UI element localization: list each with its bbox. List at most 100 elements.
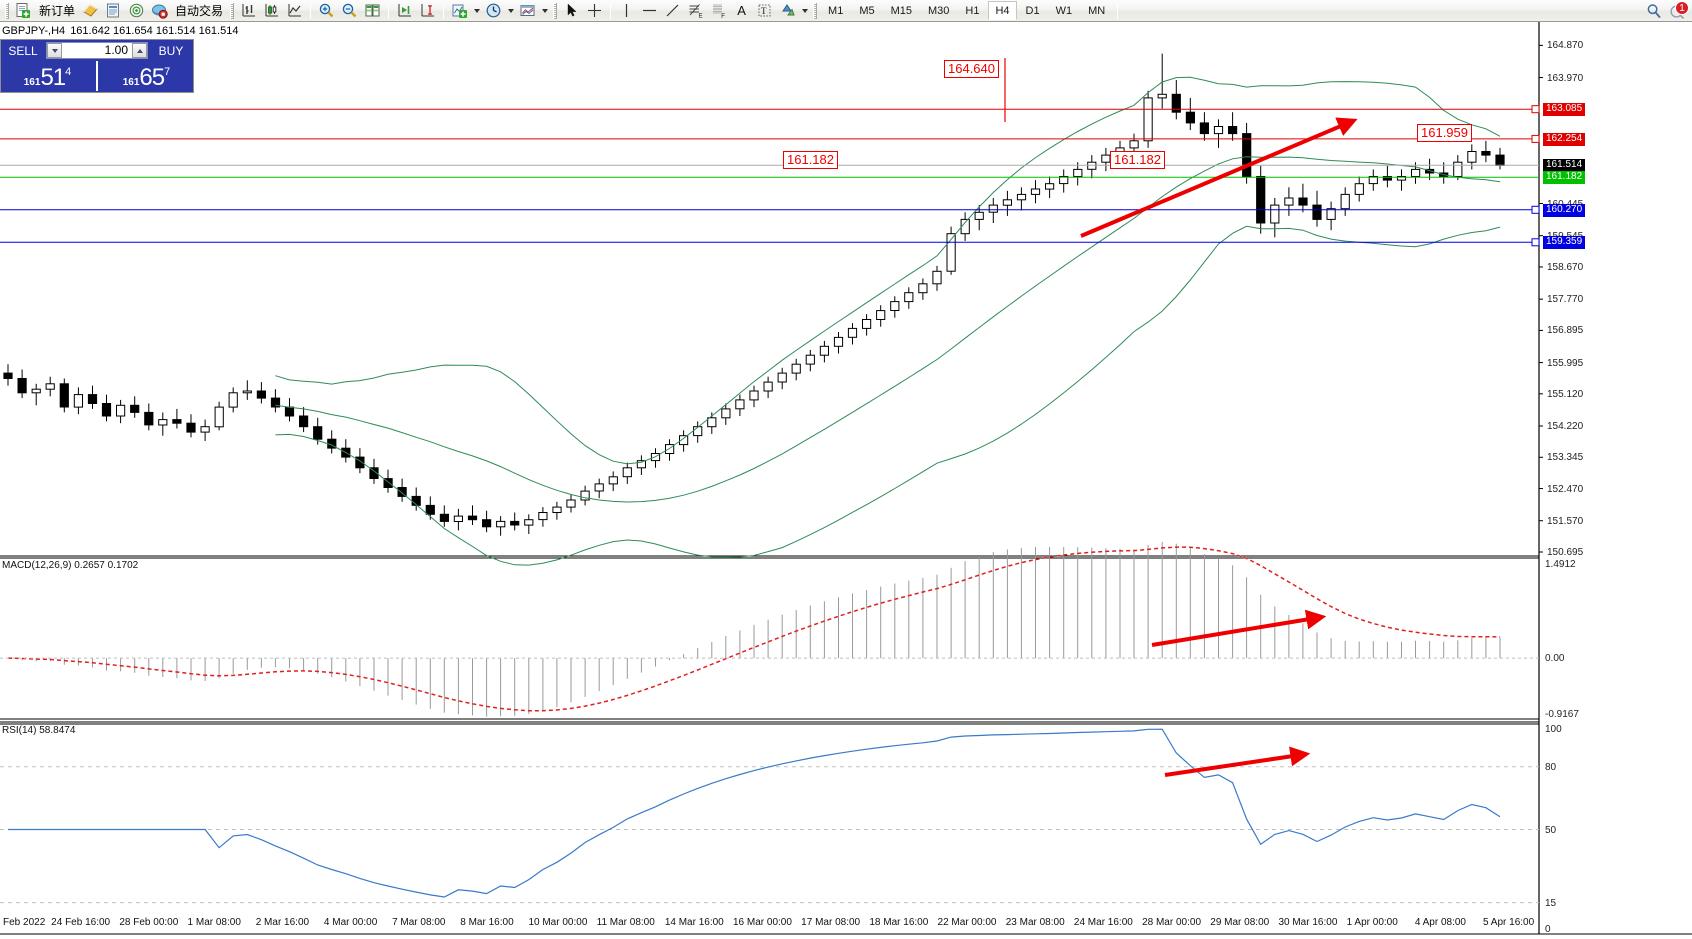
auto-scroll-icon[interactable]: [417, 1, 438, 21]
alerts-icon[interactable]: 1: [1667, 0, 1689, 21]
cursor-icon[interactable]: [561, 1, 582, 21]
time-tick-18: 29 Mar 08:00: [1210, 917, 1270, 928]
symbol-name: GBPJPY-,H4: [2, 25, 66, 37]
price-tick-155-120: 155.120: [1547, 388, 1584, 400]
buy-price-display[interactable]: 161 65 7: [99, 61, 193, 91]
tile-windows-icon[interactable]: [362, 1, 383, 21]
time-tick-16: 24 Mar 16:00: [1073, 917, 1133, 928]
sell-price-prefix: 161: [23, 77, 41, 88]
indicators-icon[interactable]: [449, 1, 470, 21]
time-tick-1: 24 Feb 16:00: [51, 917, 111, 928]
timeframe-m5[interactable]: M5: [859, 4, 875, 17]
price-tag-160-270[interactable]: 160.270: [1543, 203, 1586, 217]
rsi-tick-0: 100: [1545, 724, 1562, 735]
price-tag-163-085[interactable]: 163.085: [1543, 103, 1586, 117]
chart-area[interactable]: GBPJPY-,H4 161.642 161.654 161.514 161.51…: [0, 22, 1692, 939]
period-icon[interactable]: [483, 1, 504, 21]
new-order-label[interactable]: 新订单: [39, 3, 76, 18]
timeframe-h4[interactable]: H4: [988, 1, 1017, 20]
timeframe-m30[interactable]: M30: [928, 4, 950, 17]
data-window-icon[interactable]: [103, 1, 124, 21]
vertical-line-icon[interactable]: [616, 1, 637, 21]
price-annotation-0[interactable]: 164.640: [944, 60, 999, 78]
price-tag-161-182[interactable]: 161.182: [1543, 171, 1586, 185]
new-order-icon[interactable]: [13, 1, 34, 21]
trend-arrow-rsi[interactable]: [1164, 746, 1311, 777]
time-tick-2: 28 Feb 00:00: [119, 917, 179, 928]
buy-price-prefix: 161: [122, 77, 140, 88]
macd-tick-1: 0.00: [1545, 653, 1565, 665]
indicators-dropdown-icon[interactable]: [471, 1, 482, 21]
toolbar-grip[interactable]: [5, 2, 9, 19]
fibo-fan-icon[interactable]: F: [708, 1, 729, 21]
search-icon[interactable]: [1643, 1, 1665, 21]
sell-price-fraction: 4: [65, 66, 72, 78]
toolbar-grip-2[interactable]: [230, 2, 235, 19]
timeframe-m1[interactable]: M1: [828, 4, 844, 17]
volume-stepper[interactable]: 1.00: [46, 42, 148, 59]
rsi-tick-4: 0: [1545, 924, 1551, 935]
volume-input[interactable]: 1.00: [62, 43, 132, 58]
crosshair-icon[interactable]: [584, 1, 605, 21]
fibo-retracement-icon[interactable]: E: [685, 1, 706, 21]
rsi-tick-1: 80: [1545, 761, 1557, 773]
trend-arrow-price[interactable]: [1080, 117, 1358, 238]
price-tag-159-359[interactable]: 159.359: [1543, 236, 1586, 250]
zoom-in-icon[interactable]: [316, 1, 337, 21]
price-tag-161-514[interactable]: 161.514: [1543, 159, 1586, 173]
toolbar-separator-2: [388, 2, 390, 19]
zoom-out-icon[interactable]: [339, 1, 360, 21]
templates-dropdown-icon[interactable]: [539, 1, 550, 21]
price-annotation-2[interactable]: 161.182: [1110, 151, 1165, 169]
price-annotation-1[interactable]: 161.182: [783, 151, 838, 169]
time-tick-7: 8 Mar 16:00: [460, 917, 514, 928]
horizontal-line-icon[interactable]: [639, 1, 660, 21]
ohlc-close: 161.514: [198, 25, 239, 37]
trade-panel-top-row: SELL 1.00 BUY: [1, 40, 193, 61]
toolbar-separator: [310, 2, 312, 19]
time-tick-14: 22 Mar 00:00: [937, 917, 997, 928]
text-icon[interactable]: A: [737, 3, 746, 18]
bar-chart-icon[interactable]: [238, 1, 259, 21]
trend-arrow-macd[interactable]: [1151, 609, 1327, 647]
time-tick-22: 5 Apr 16:00: [1483, 917, 1535, 928]
volume-increment-button[interactable]: [132, 43, 147, 58]
line-chart-icon[interactable]: [284, 1, 305, 21]
time-tick-3: 1 Mar 08:00: [187, 917, 241, 928]
sell-button[interactable]: SELL: [8, 43, 38, 58]
sell-price-display[interactable]: 161 51 4: [1, 61, 95, 91]
shapes-dropdown-icon[interactable]: [799, 1, 810, 21]
auto-trading-icon[interactable]: [149, 1, 170, 21]
expert-advisor-icon[interactable]: [80, 1, 101, 21]
text-label-icon[interactable]: T: [754, 1, 775, 21]
rsi-series: [0, 728, 1539, 904]
timeframe-mn[interactable]: MN: [1088, 4, 1106, 17]
trade-panel-divider: [96, 61, 98, 91]
price-tag-162-254[interactable]: 162.254: [1543, 132, 1586, 146]
svg-text:F: F: [721, 14, 725, 19]
templates-icon[interactable]: [517, 1, 538, 21]
svg-text:T: T: [761, 6, 767, 16]
timeframe-d1[interactable]: D1: [1025, 4, 1040, 17]
trendline-icon[interactable]: [662, 1, 683, 21]
timeframe-w1[interactable]: W1: [1055, 4, 1073, 17]
auto-trading-label[interactable]: 自动交易: [175, 3, 224, 18]
navigator-icon[interactable]: [126, 1, 147, 21]
toolbar-grip-3[interactable]: [553, 2, 558, 19]
shift-end-icon[interactable]: [394, 1, 415, 21]
buy-button[interactable]: BUY: [158, 43, 184, 58]
price-annotation-3[interactable]: 161.959: [1417, 124, 1472, 142]
volume-decrement-button[interactable]: [47, 43, 62, 58]
one-click-trading-panel[interactable]: SELL 1.00 BUY 161 51 4 161 65 7: [0, 39, 194, 93]
timeframe-h1[interactable]: H1: [965, 4, 980, 17]
time-tick-17: 28 Mar 00:00: [1142, 917, 1202, 928]
candle-chart-icon[interactable]: [261, 1, 282, 21]
chart-canvas[interactable]: [0, 22, 1692, 939]
toolbar-grip-4[interactable]: [813, 2, 818, 19]
time-tick-13: 18 Mar 16:00: [869, 917, 929, 928]
timeframe-m15[interactable]: M15: [890, 4, 912, 17]
price-tick-156-895: 156.895: [1547, 325, 1584, 337]
shapes-icon[interactable]: [777, 1, 798, 21]
time-tick-19: 30 Mar 16:00: [1278, 917, 1338, 928]
period-dropdown-icon[interactable]: [505, 1, 516, 21]
